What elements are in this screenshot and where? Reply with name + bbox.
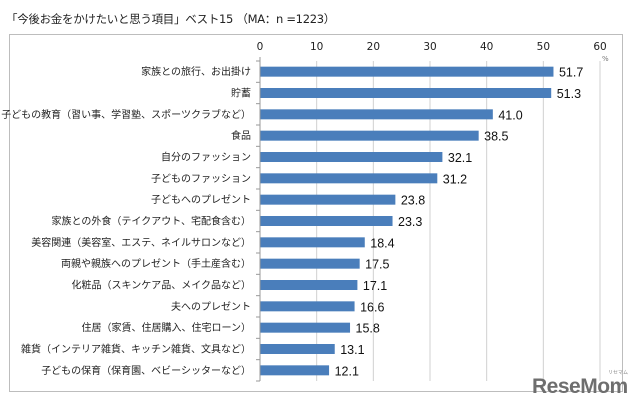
value-label: 17.5 [365, 258, 389, 272]
resemom-logo: ReseMom [532, 375, 628, 398]
category-label: 自分のファッション [161, 151, 251, 164]
category-label: 家族との旅行、お出掛け [141, 65, 251, 78]
bar [260, 152, 443, 162]
bar [260, 280, 358, 290]
category-label: 食品 [231, 129, 251, 142]
bar [260, 88, 552, 98]
bar [260, 109, 493, 120]
category-label: 雑貨（インテリア雑貨、キッチン雑貨、文具など） [21, 343, 251, 356]
value-label: 51.7 [559, 66, 583, 80]
unit-label: % [602, 55, 609, 63]
value-label: 13.1 [340, 343, 364, 357]
bar [260, 344, 335, 354]
x-tick-label: 50 [537, 41, 550, 53]
x-tick-label: 30 [423, 41, 436, 53]
bar [260, 173, 438, 184]
category-label: 化粧品（スキンケア品、メイク品など） [72, 279, 252, 292]
bar [260, 365, 330, 376]
value-label: 16.6 [360, 300, 384, 314]
bar [260, 194, 396, 205]
x-tick-label: 60 [593, 41, 606, 53]
resemom-logo-sub: リセマム [608, 370, 629, 376]
bar [260, 216, 393, 226]
category-label: 子どもの教育（習い事、学習塾、スポーツクラブなど） [1, 108, 251, 121]
x-tick-label: 10 [310, 41, 323, 53]
bar [260, 301, 355, 312]
bar [260, 130, 479, 141]
value-label: 38.5 [484, 130, 508, 144]
category-label: 夫へのプレゼント [171, 301, 251, 313]
chart-title: 「今後お金をかけたいと思う項目」ベスト15 （MA：n =1223） [6, 12, 335, 26]
bar [260, 322, 351, 333]
category-label: 住居（家賃、住居購入、住宅ローン） [82, 321, 252, 334]
value-label: 12.1 [335, 364, 359, 378]
value-label: 32.1 [448, 151, 472, 165]
x-axis-ticks: 0 10 20 30 40 50 60 [257, 41, 607, 53]
bar [260, 237, 365, 248]
category-label: 子どもの保育（保育園、ベビーシッターなど） [41, 364, 251, 377]
value-labels: 51.7 51.3 41.0 38.5 32.1 31.2 23.8 23.3 18.4 17.5… [335, 66, 584, 379]
value-label: 23.8 [401, 194, 425, 208]
value-label: 18.4 [370, 236, 394, 250]
category-label: 美容関連（美容室、エステ、ネイルサロンなど） [31, 236, 251, 249]
x-tick-label: 20 [367, 41, 380, 53]
value-label: 17.1 [363, 279, 387, 293]
category-label: 両親や親族へのプレゼント（手土産含む） [61, 257, 251, 270]
category-label: 子どものファッション [151, 173, 251, 185]
bar [260, 258, 360, 269]
x-tick-label: 0 [257, 41, 264, 53]
value-label: 51.3 [557, 87, 581, 101]
category-label: 子どもへのプレゼント [151, 194, 251, 206]
value-label: 41.0 [498, 108, 522, 122]
chart-frame [9, 34, 623, 392]
value-label: 15.8 [356, 322, 380, 336]
category-label: 貯蓄 [231, 88, 251, 100]
category-label: 家族との外食（テイクアウト、宅配食含む） [52, 215, 252, 228]
bar [260, 66, 554, 77]
value-label: 31.2 [443, 172, 467, 186]
x-tick-label: 40 [480, 41, 493, 53]
y-axis [256, 57, 261, 382]
bars [260, 66, 554, 376]
value-label: 23.3 [398, 215, 422, 229]
